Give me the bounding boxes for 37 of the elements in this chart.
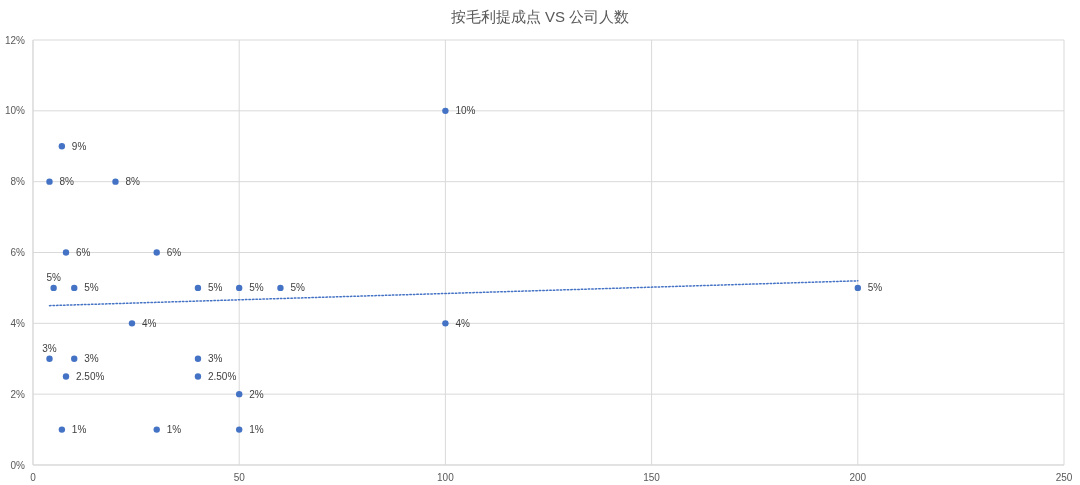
data-label: 5%: [46, 271, 61, 283]
data-label: 5%: [867, 282, 883, 294]
data-label: 4%: [455, 317, 470, 329]
data-label: 4%: [142, 317, 157, 329]
data-label: 5%: [84, 282, 99, 294]
data-label: 8%: [59, 176, 74, 188]
xtick: 150: [643, 472, 660, 483]
ytick: 12%: [5, 34, 25, 46]
xtick: 0: [30, 472, 36, 483]
data-label: 3%: [207, 353, 223, 365]
xtick: 250: [1055, 472, 1073, 483]
data-label: 6%: [76, 247, 91, 258]
ytick: 2%: [10, 388, 25, 400]
title: 按毛利提成点 VS 公司人数: [450, 8, 630, 25]
xtick: 50: [233, 472, 245, 483]
xtick: 100: [437, 472, 454, 483]
ytick: 6%: [10, 247, 25, 258]
data-label: 10%: [455, 105, 476, 117]
data-label: 5%: [207, 282, 223, 294]
ytick: 4%: [10, 317, 25, 329]
data-label: 9%: [71, 140, 87, 152]
data-label: 2%: [249, 388, 264, 400]
data-label: 2.50%: [76, 370, 105, 382]
data-label: 3%: [84, 353, 99, 365]
data-label: 2.50%: [207, 370, 237, 382]
data-label: 8%: [125, 176, 140, 188]
data-label: 5%: [290, 282, 305, 294]
data-label: 3%: [42, 342, 57, 354]
data-label: 1%: [249, 424, 264, 436]
data-label: 1%: [166, 424, 182, 436]
xtick: 200: [849, 472, 867, 483]
ytick: 8%: [10, 176, 25, 188]
data-label: 6%: [166, 247, 182, 258]
data-label: 5%: [249, 282, 264, 294]
ytick: 0%: [10, 459, 25, 471]
data-label: 1%: [71, 424, 87, 436]
ytick: 10%: [5, 105, 25, 117]
